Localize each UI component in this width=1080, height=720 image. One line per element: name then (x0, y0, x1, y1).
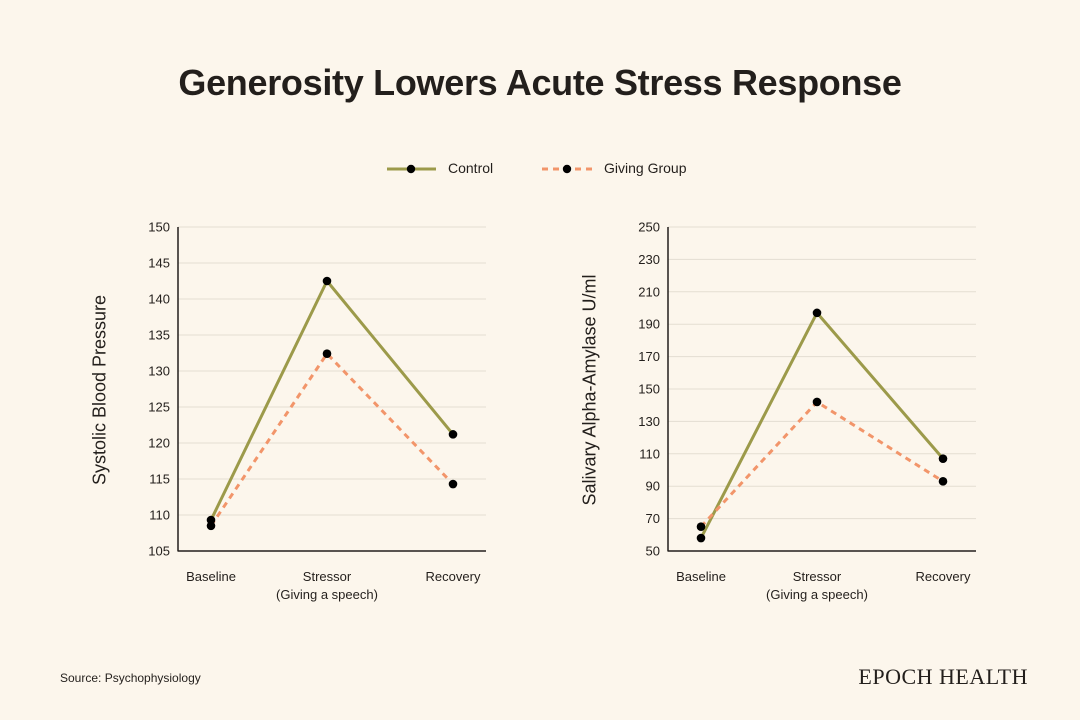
chart-alpha-amylase-plot: 50 70 90 110 130 150 170 190 210 230 250 Baseline St… (638, 220, 976, 602)
y-tick-label: 150 (638, 382, 660, 397)
y-tick-label: 190 (638, 317, 660, 332)
x-category-label: Stressor (303, 569, 352, 584)
data-point-giving (448, 479, 458, 489)
data-point-giving (322, 349, 332, 359)
legend-control-marker (406, 164, 416, 174)
y-tick-label: 90 (646, 479, 660, 494)
y-tick-label: 210 (638, 284, 660, 299)
series-line-control (699, 311, 945, 539)
data-point-giving (696, 522, 706, 531)
y-tick-label: 105 (148, 544, 170, 559)
series-line-giving (209, 352, 455, 527)
data-point-control (448, 430, 458, 439)
y-axis-label-blood-pressure: Systolic Blood Pressure (89, 294, 110, 486)
chart-title: Generosity Lowers Acute Stress Response (178, 62, 902, 103)
data-point-control (938, 454, 948, 463)
x-category-label: Stressor (793, 569, 842, 584)
legend: Control Giving Group (0, 156, 1080, 182)
chart-blood-pressure-plot: 105 110 115 120 125 130 135 140 145 150 Baseline St… (148, 220, 486, 602)
x-category-label: Recovery (426, 569, 481, 584)
y-tick-label: 150 (148, 220, 170, 235)
y-axis-label-alpha-amylase: Salivary Alpha-Amylase U/ml (579, 274, 600, 506)
y-tick-label: 130 (638, 414, 660, 429)
y-tick-label: 230 (638, 252, 660, 267)
legend-label-control: Control (448, 160, 494, 176)
data-point-giving (206, 521, 216, 531)
data-point-control (696, 533, 706, 543)
y-tick-label: 250 (638, 220, 660, 235)
chart-blood-pressure: 105 110 115 120 125 130 135 140 145 150 Baseline St… (90, 200, 520, 620)
series-line-control (209, 279, 455, 521)
y-tick-label: 145 (148, 256, 170, 271)
y-tick-label: 125 (148, 400, 170, 415)
legend-swatches (387, 164, 592, 174)
data-point-giving (812, 397, 822, 407)
chart-alpha-amylase: 50 70 90 110 130 150 170 190 210 230 250 Baseline St… (580, 200, 1010, 620)
y-tick-label: 140 (148, 292, 170, 307)
legend-label-giving: Giving Group (604, 160, 687, 176)
y-tick-label: 130 (148, 364, 170, 379)
x-category-label: Baseline (676, 569, 726, 584)
legend-giving-marker (562, 164, 572, 174)
y-tick-label: 110 (639, 446, 660, 461)
y-tick-label: 115 (149, 472, 170, 487)
y-tick-label: 170 (638, 349, 660, 364)
y-tick-label: 120 (148, 436, 170, 451)
x-category-label: Recovery (916, 569, 971, 584)
data-point-giving (938, 477, 948, 486)
y-tick-label: 135 (148, 328, 170, 343)
x-category-label: Baseline (186, 569, 236, 584)
y-tick-label: 50 (646, 544, 660, 559)
x-category-label: (Giving a speech) (276, 587, 378, 602)
y-tick-label: 70 (646, 511, 660, 526)
y-tick-label: 110 (149, 508, 170, 523)
brand-logo: EPOCH HEALTH (858, 664, 1028, 689)
data-point-control (322, 276, 332, 286)
x-category-label: (Giving a speech) (766, 587, 868, 602)
data-point-control (812, 308, 822, 318)
source-note: Source: Psychophysiology (60, 671, 201, 685)
